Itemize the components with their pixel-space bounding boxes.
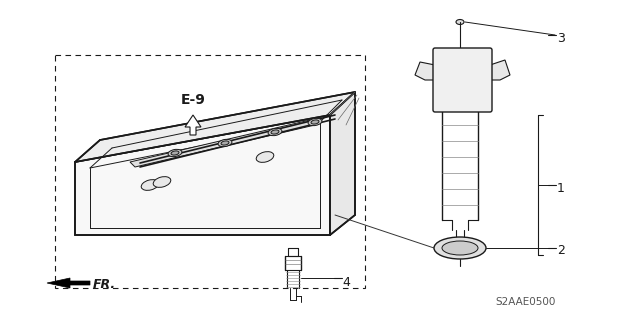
- Ellipse shape: [168, 149, 182, 157]
- Ellipse shape: [308, 118, 322, 126]
- Text: S2AAE0500: S2AAE0500: [495, 297, 556, 307]
- Bar: [55, 55, 365, 288]
- Text: E-9: E-9: [180, 93, 205, 107]
- Polygon shape: [47, 278, 90, 288]
- Ellipse shape: [442, 241, 478, 255]
- Text: FR.: FR.: [93, 278, 116, 291]
- Ellipse shape: [271, 130, 279, 134]
- FancyBboxPatch shape: [433, 48, 492, 112]
- Polygon shape: [75, 92, 355, 162]
- Polygon shape: [75, 115, 330, 235]
- Ellipse shape: [218, 139, 232, 147]
- Polygon shape: [330, 92, 355, 235]
- Ellipse shape: [221, 141, 229, 145]
- Ellipse shape: [311, 120, 319, 124]
- Polygon shape: [130, 120, 315, 167]
- Text: 2: 2: [557, 244, 565, 257]
- Ellipse shape: [141, 180, 159, 190]
- Polygon shape: [185, 115, 201, 135]
- Text: 3: 3: [557, 32, 565, 44]
- Ellipse shape: [171, 151, 179, 155]
- FancyBboxPatch shape: [75, 215, 330, 235]
- Ellipse shape: [268, 128, 282, 136]
- Ellipse shape: [256, 152, 274, 162]
- Text: 4: 4: [342, 276, 350, 288]
- Ellipse shape: [434, 237, 486, 259]
- Text: 1: 1: [557, 182, 565, 195]
- Polygon shape: [490, 60, 510, 80]
- Polygon shape: [415, 62, 435, 80]
- Ellipse shape: [153, 177, 171, 187]
- Ellipse shape: [456, 19, 464, 25]
